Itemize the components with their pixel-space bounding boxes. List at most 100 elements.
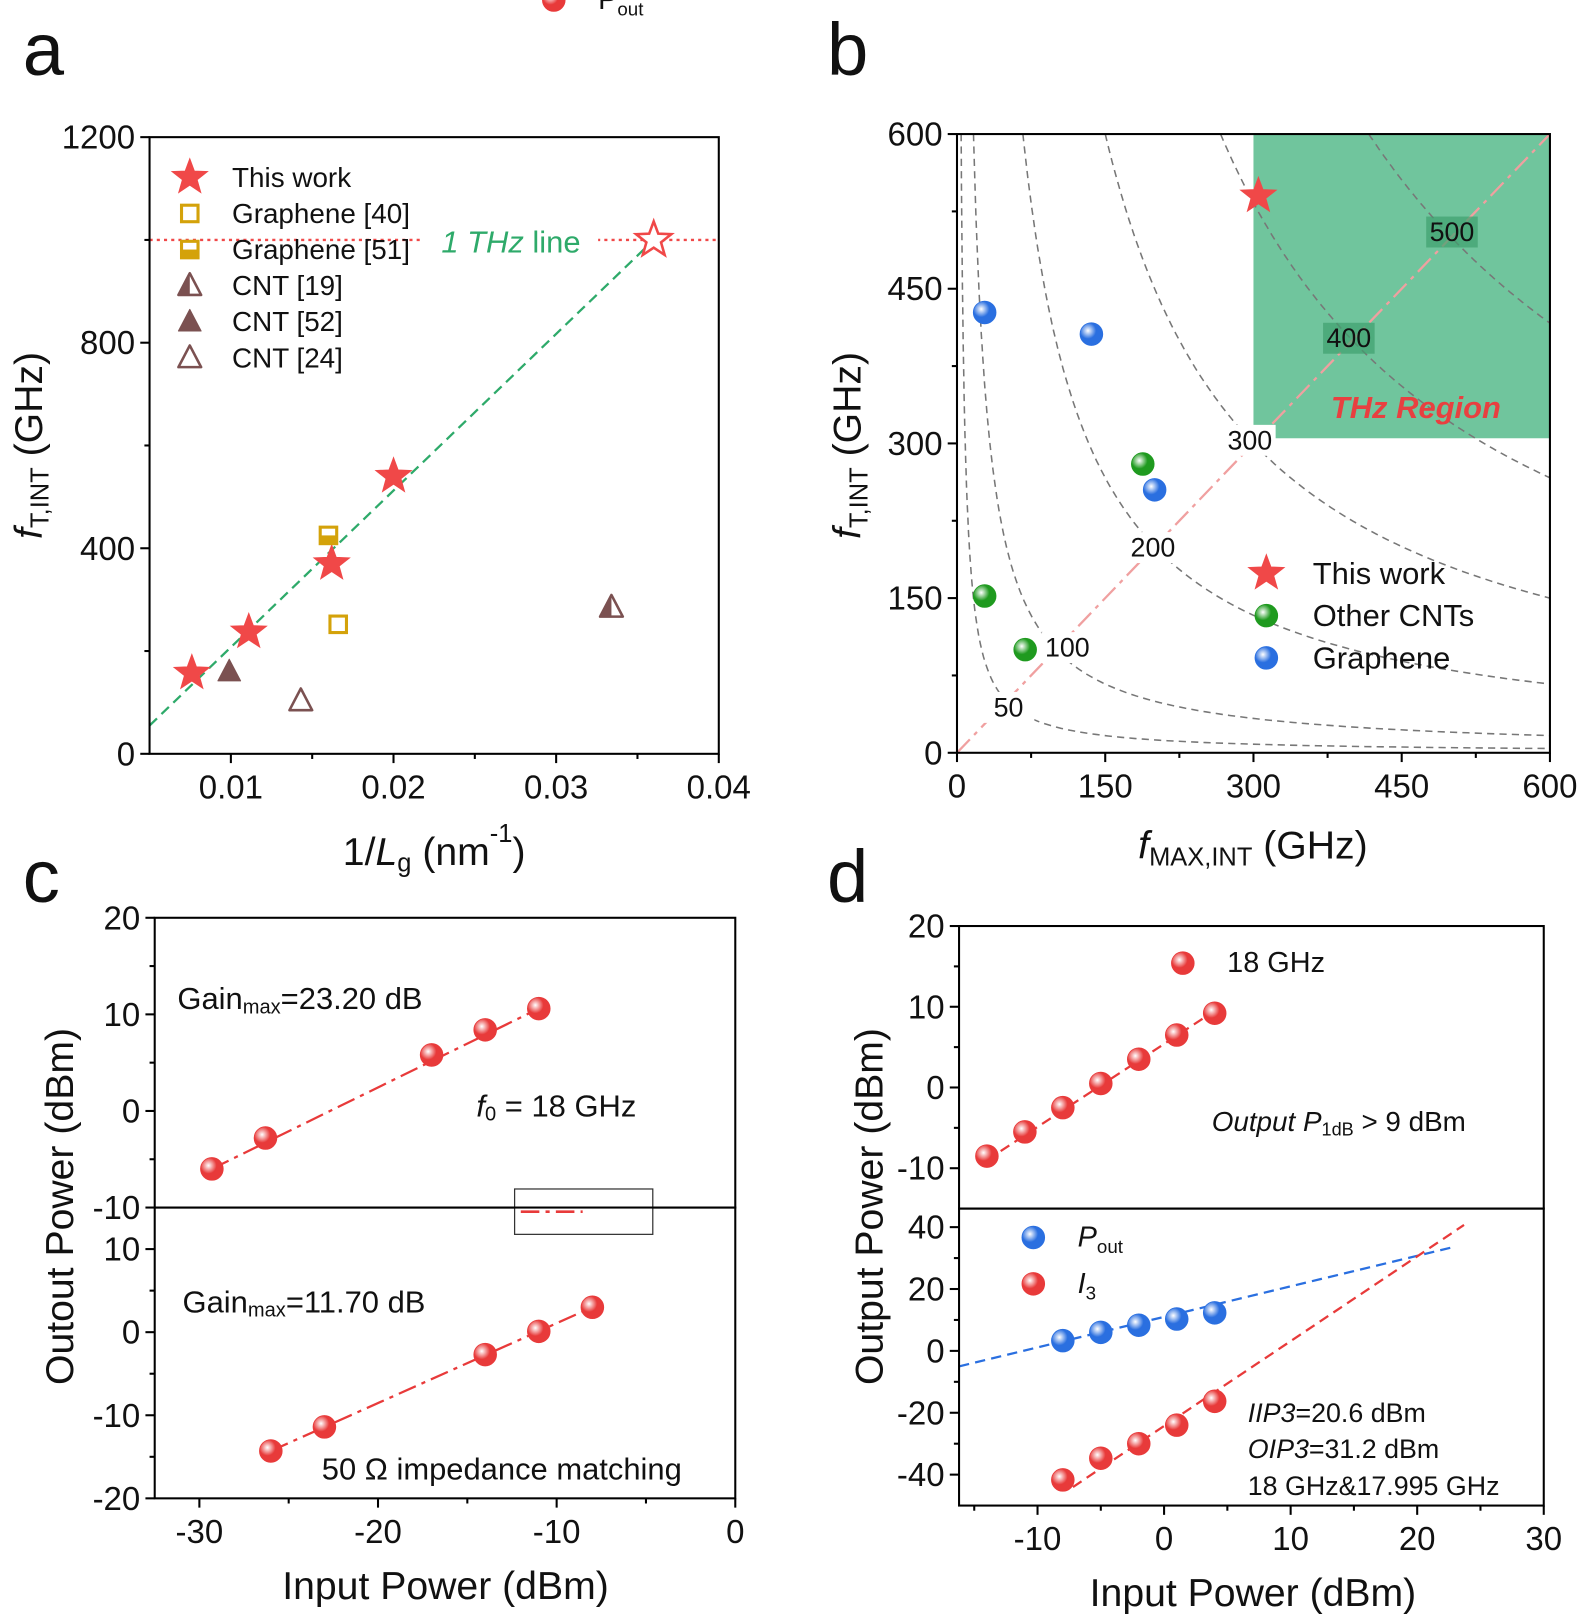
text-part: I <box>1078 1268 1086 1300</box>
annotation: 18 GHz&17.995 GHz <box>1248 1471 1500 1501</box>
panel-letter: d <box>827 835 868 918</box>
x-tick-label: -10 <box>533 1513 581 1550</box>
ball <box>1164 1307 1189 1331</box>
y-tick-label: 10 <box>908 988 945 1025</box>
star <box>170 157 209 194</box>
marker-ball <box>1013 1120 1037 1144</box>
ball <box>1051 1468 1075 1492</box>
y-tick-label: -20 <box>897 1394 945 1431</box>
contour-label: 300 <box>1227 425 1272 455</box>
panel-letter: c <box>23 835 60 918</box>
ball <box>1013 1120 1037 1144</box>
marker-triangle-open <box>288 687 314 712</box>
marker-ball <box>1202 1301 1227 1325</box>
legend-label: Other CNTs <box>1313 598 1475 633</box>
y-tick-label: 20 <box>104 899 141 936</box>
axes-frame <box>153 1206 737 1500</box>
ball <box>1142 478 1167 502</box>
star <box>632 217 675 258</box>
y-tick-label: -10 <box>93 1189 141 1226</box>
marker-ball <box>200 1157 224 1181</box>
text-part: max <box>243 996 281 1018</box>
marker-ball <box>1021 1225 1046 1250</box>
text-part: = 18 GHz <box>496 1088 636 1123</box>
marker-ball <box>972 300 997 325</box>
contour-label: 100 <box>1045 633 1090 663</box>
marker-star <box>374 456 413 493</box>
annotation: f0 = 18 GHz <box>476 1088 636 1126</box>
text-part: MAX,INT <box>1149 843 1252 871</box>
ball <box>1089 1071 1113 1096</box>
x-tick-label: 0 <box>726 1513 744 1550</box>
marker-ball <box>473 1018 497 1042</box>
text-part: Gain <box>183 1284 248 1319</box>
triangle-fill <box>178 273 190 295</box>
contour-label-bg <box>1224 424 1276 456</box>
star <box>1247 553 1286 590</box>
legend-label: I3 <box>1078 1268 1096 1303</box>
x-tick-label: 10 <box>1272 1520 1309 1557</box>
x-tick-label: -20 <box>354 1513 402 1550</box>
marker-ball <box>1089 1071 1113 1096</box>
marker-ball <box>1127 1047 1151 1071</box>
marker-star <box>1239 175 1278 213</box>
annotation: Gainmax=11.70 dB <box>183 1284 426 1322</box>
y-tick-label: 600 <box>888 116 943 153</box>
ball <box>1127 1431 1151 1456</box>
x-tick-label: 450 <box>1374 767 1429 804</box>
ball <box>1021 1272 1046 1296</box>
ball <box>1127 1313 1151 1337</box>
text-part: out <box>617 0 644 19</box>
text-part: ) <box>512 830 525 873</box>
ball <box>542 0 566 12</box>
marker-ball <box>1127 1431 1151 1456</box>
contour-label: 50 <box>994 692 1024 722</box>
text-part: > 9 dBm <box>1354 1105 1466 1136</box>
marker-ball <box>1051 1328 1075 1353</box>
marker-triangle-half <box>177 271 203 297</box>
marker-ball <box>1131 452 1155 476</box>
legend-label: Graphene <box>1313 640 1451 675</box>
marker-ball <box>253 1126 278 1150</box>
marker-ball <box>473 1342 497 1367</box>
ball <box>312 1415 337 1439</box>
contour-label-bg <box>1426 216 1478 248</box>
annotation: Output P1dB > 9 dBm <box>1212 1105 1466 1139</box>
region-label: THz Region <box>1331 390 1501 425</box>
marker-ball <box>1089 1320 1113 1345</box>
y-tick-label: -10 <box>897 1150 945 1187</box>
star <box>172 653 211 690</box>
annotation: 50 Ω impedance matching <box>322 1451 682 1486</box>
marker-ball <box>972 584 997 608</box>
marker-ball <box>1254 646 1279 670</box>
y-tick-label: 40 <box>908 1209 945 1246</box>
square <box>328 614 349 635</box>
x-tick-label: 0 <box>1155 1520 1173 1557</box>
x-axis-label: Input Power (dBm) <box>1090 1572 1417 1615</box>
y-tick-label: 0 <box>122 1314 140 1351</box>
legend-label: Graphene [40] <box>232 198 410 229</box>
legend-label: This work <box>232 162 351 193</box>
marker-star <box>229 611 268 649</box>
axes-frame <box>958 1207 1545 1507</box>
marker-ball <box>1164 1413 1189 1437</box>
plot-area <box>956 134 1550 753</box>
contour-label: 200 <box>1131 533 1176 563</box>
triangle <box>288 687 314 712</box>
marker-star-open <box>632 217 675 258</box>
ball <box>200 1157 224 1181</box>
marker-ball <box>1171 951 1195 975</box>
text-part: 50 Ω impedance matching <box>322 1451 682 1486</box>
text-part: P <box>1078 1221 1098 1253</box>
contour-label-bg <box>1041 632 1094 664</box>
y-tick-label: -10 <box>93 1397 141 1434</box>
ball <box>1202 1001 1227 1025</box>
legend-label: CNT [52] <box>232 306 343 337</box>
text-part: f <box>7 524 50 539</box>
text-part: L <box>375 830 397 873</box>
ball <box>972 300 997 325</box>
annotation: 1 THz line <box>441 224 580 259</box>
text-part: (GHz) <box>1252 824 1367 867</box>
marker-ball <box>1202 1001 1227 1025</box>
